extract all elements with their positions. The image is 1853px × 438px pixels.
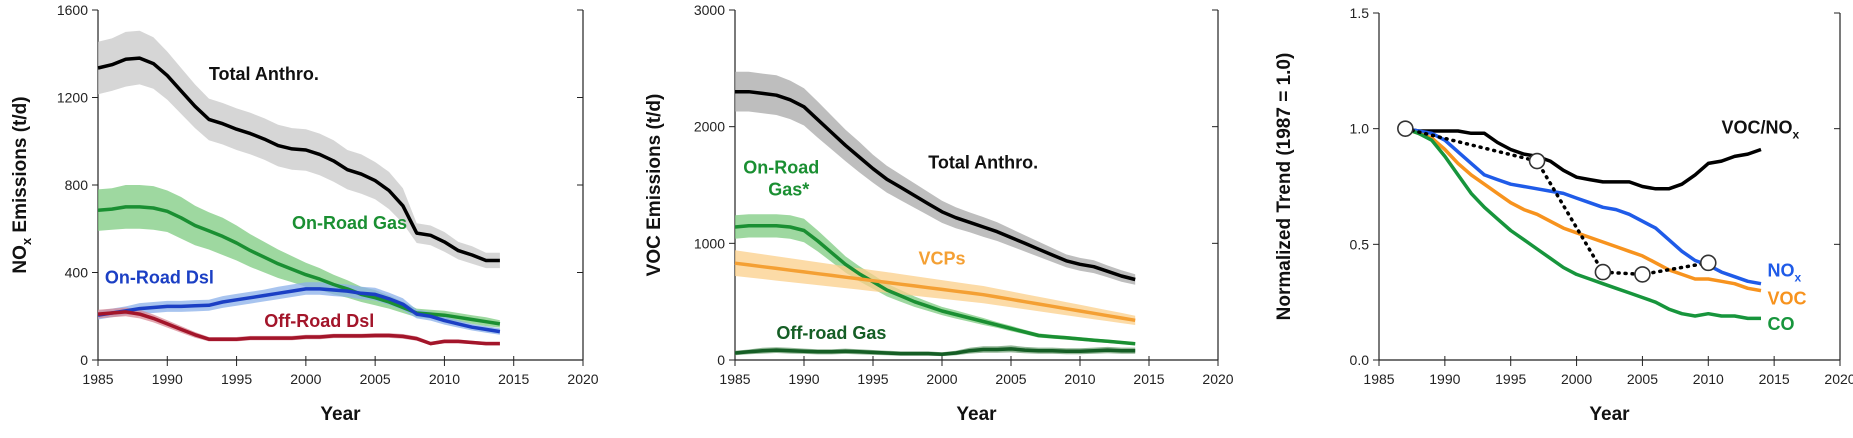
- series-label: Total Anthro.: [209, 64, 319, 84]
- x-tick-label: 2005: [1627, 371, 1658, 387]
- trend-marker: [1397, 120, 1414, 137]
- x-tick-label: 2015: [1133, 371, 1164, 387]
- series-line: [734, 261, 1136, 323]
- y-tick-label: 1000: [694, 235, 725, 251]
- series-line: [97, 56, 500, 263]
- x-tick-label: 1995: [221, 371, 252, 387]
- y-tick-label: 1.0: [1350, 121, 1370, 137]
- x-tick-label: 2000: [290, 371, 321, 387]
- series-label: On-Road Dsl: [105, 267, 214, 287]
- x-tick-label: 2020: [567, 371, 598, 387]
- y-axis-label: NOx Emissions (t/d): [10, 96, 34, 273]
- series-label-sub: x: [1795, 271, 1802, 285]
- series-line: [734, 224, 1136, 346]
- series-label: CO: [1768, 314, 1795, 334]
- x-tick-label: 1985: [82, 371, 113, 387]
- y-axis-label-rest: Emissions (t/d): [10, 96, 31, 237]
- series-label: VOC/NOx: [1721, 117, 1799, 141]
- x-tick-label: 2000: [1561, 371, 1592, 387]
- x-tick-label: 2010: [429, 371, 460, 387]
- uncertainty-band: [735, 214, 1136, 346]
- y-axis-label: Normalized Trend (1987 = 1.0): [1274, 53, 1295, 321]
- series-label: VOC: [1768, 288, 1807, 308]
- y-tick-label: 800: [65, 177, 89, 193]
- series-label-main: NO: [1768, 261, 1795, 281]
- trend-marker: [1699, 254, 1717, 272]
- x-axis-label: Year: [1589, 404, 1630, 425]
- uncertainty-band: [98, 282, 500, 335]
- trend-marker: [1634, 266, 1651, 283]
- y-tick-label: 1.5: [1350, 5, 1370, 21]
- series-label: On-Road Gas*: [743, 157, 819, 199]
- series-label-sub: x: [1792, 127, 1799, 141]
- x-tick-label: 2005: [995, 371, 1026, 387]
- x-tick-label: 1995: [857, 371, 888, 387]
- uncertainty-band: [735, 71, 1136, 285]
- y-tick-label: 0: [80, 352, 88, 368]
- series-line: [1404, 126, 1762, 191]
- x-tick-label: 1985: [719, 371, 750, 387]
- x-tick-label: 2020: [1824, 371, 1853, 387]
- y-axis-label-main: NO: [10, 245, 31, 274]
- y-axis-label-sub: x: [19, 237, 34, 245]
- series-line: [97, 287, 501, 334]
- x-tick-label: 2000: [926, 371, 957, 387]
- x-tick-label: 2015: [1759, 371, 1790, 387]
- y-tick-label: 3000: [694, 2, 725, 18]
- trend-marker: [1594, 263, 1612, 281]
- series-label: Off-Road Dsl: [264, 311, 374, 331]
- x-tick-label: 1995: [1495, 371, 1526, 387]
- x-tick-label: 1985: [1363, 371, 1394, 387]
- dotted-trend-line: [1403, 126, 1711, 277]
- series-line: [97, 205, 501, 326]
- series-label-line: On-Road: [743, 157, 819, 177]
- y-tick-label: 0.0: [1350, 352, 1370, 368]
- x-tick-label: 1990: [788, 371, 819, 387]
- series-label-line: Gas*: [768, 179, 809, 199]
- series-label: Off-road Gas: [776, 323, 886, 343]
- series-label: On-Road Gas: [292, 213, 407, 233]
- y-tick-label: 400: [65, 265, 89, 281]
- trend-marker: [1528, 152, 1546, 170]
- series-label: NOx: [1768, 261, 1802, 285]
- series-label-main: VOC/NO: [1721, 117, 1792, 137]
- series-line: [1404, 127, 1762, 293]
- x-axis-label: Year: [320, 404, 361, 425]
- chart-1: 1985 1990 1995 2000 2005 2010 2015 2020 0 400 800 1…: [10, 2, 599, 425]
- y-tick-label: 0.5: [1350, 236, 1370, 252]
- y-tick-label: 0: [717, 352, 725, 368]
- x-tick-label: 2010: [1693, 371, 1724, 387]
- series-label: Total Anthro.: [928, 153, 1038, 173]
- y-tick-label: 2000: [694, 119, 725, 135]
- series-line: [735, 89, 1136, 282]
- y-axis-label: VOC Emissions (t/d): [644, 94, 665, 277]
- x-tick-label: 1990: [152, 371, 183, 387]
- uncertainty-band: [98, 185, 500, 328]
- x-tick-label: 2015: [498, 371, 529, 387]
- series-line: [97, 310, 500, 346]
- x-tick-label: 2005: [360, 371, 391, 387]
- series-line: [1404, 127, 1761, 321]
- x-axis-label: Year: [956, 404, 997, 425]
- chart-3: 1985 1990 1995 2000 2005 2010 2015 2020 0.0 0.5 1.…: [1274, 5, 1853, 425]
- x-tick-label: 1990: [1429, 371, 1460, 387]
- y-tick-label: 1200: [57, 90, 88, 106]
- x-tick-label: 2010: [1064, 371, 1095, 387]
- series-line: [734, 347, 1136, 356]
- x-tick-label: 2020: [1202, 371, 1233, 387]
- series-label: VCPs: [918, 248, 965, 268]
- y-tick-label: 1600: [57, 2, 88, 18]
- chart-2: 1985 1990 1995 2000 2005 2010 2015 2020 0 1000 200…: [644, 2, 1234, 425]
